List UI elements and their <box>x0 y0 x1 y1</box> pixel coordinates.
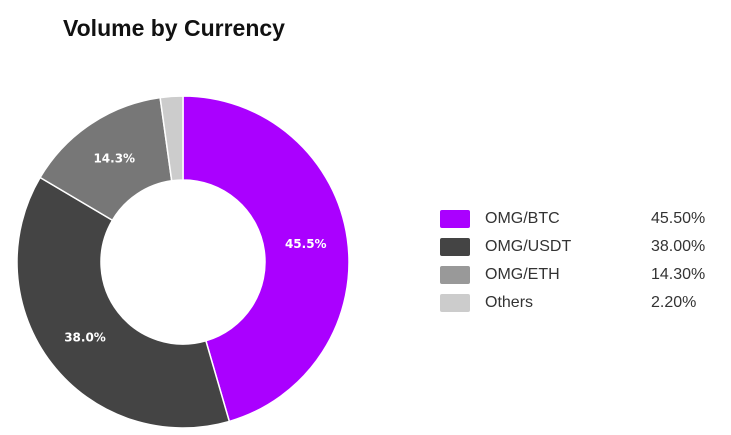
legend-label: Others <box>485 294 533 311</box>
slice-label: 45.5% <box>285 237 327 251</box>
slice <box>16 176 231 429</box>
legend-label: OMG/BTC <box>485 210 560 227</box>
legend-swatch <box>440 210 470 228</box>
legend-label: OMG/ETH <box>485 266 560 283</box>
legend-value: 38.00% <box>651 238 705 255</box>
legend-label: OMG/USDT <box>485 238 571 255</box>
legend-swatch <box>440 294 470 312</box>
slice <box>182 95 350 423</box>
legend-swatch <box>440 238 470 256</box>
legend-value: 45.50% <box>651 210 705 227</box>
legend-value: 14.30% <box>651 266 705 283</box>
legend-value: 2.20% <box>651 294 696 311</box>
slice <box>159 95 184 182</box>
slice-label: 14.3% <box>93 151 135 165</box>
chart-title: Volume by Currency <box>63 15 285 41</box>
legend-swatch <box>440 266 470 284</box>
slice-label: 38.0% <box>64 331 106 345</box>
